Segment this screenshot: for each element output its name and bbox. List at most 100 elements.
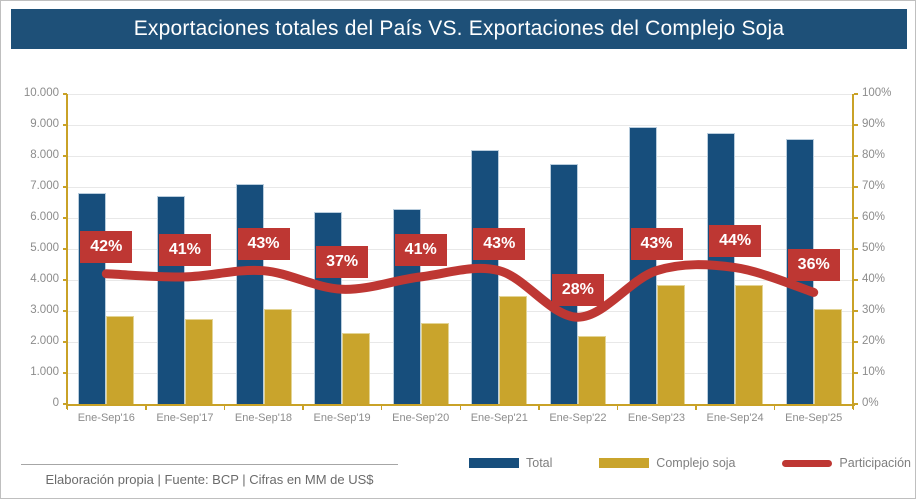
x-axis-tick xyxy=(852,404,855,410)
soja-bar xyxy=(813,309,842,404)
soja-bar xyxy=(499,295,528,404)
left-axis-tick xyxy=(63,372,67,374)
x-axis-label: Ene-Sep'19 xyxy=(313,412,371,424)
legend-label: Complejo soja xyxy=(656,456,736,470)
soja-bar xyxy=(106,315,135,404)
left-axis-tick-label: 0 xyxy=(52,397,59,409)
participation-data-label: 36% xyxy=(787,249,840,282)
x-axis-tick xyxy=(223,404,226,410)
right-axis-tick xyxy=(854,310,858,312)
left-axis-tick-label: 7.000 xyxy=(30,180,59,192)
x-axis-tick xyxy=(66,404,69,410)
left-axis-tick xyxy=(63,310,67,312)
right-axis-tick-label: 50% xyxy=(862,242,886,254)
x-axis-label: Ene-Sep'23 xyxy=(627,412,686,424)
participation-data-label: 42% xyxy=(80,230,133,263)
soja-bar xyxy=(420,323,449,404)
soja-bar xyxy=(735,284,764,404)
total-bar xyxy=(314,211,343,404)
right-axis-tick xyxy=(854,124,858,126)
total-bar xyxy=(235,183,264,404)
right-axis-tick-label: 100% xyxy=(862,87,892,99)
chart-title: Exportaciones totales del País VS. Expor… xyxy=(11,9,907,49)
left-axis-tick xyxy=(63,186,67,188)
right-axis-tick xyxy=(854,341,858,343)
left-axis-tick-label: 3.000 xyxy=(30,304,59,316)
legend-rect-swatch xyxy=(599,458,650,468)
chart-legend: Total Complejo soja Participación xyxy=(469,456,911,470)
gridline xyxy=(67,94,853,95)
gridline xyxy=(67,218,853,219)
right-axis-tick xyxy=(854,155,858,157)
participation-data-label: 37% xyxy=(316,246,369,279)
gridline xyxy=(67,125,853,126)
x-axis-tick xyxy=(380,404,383,410)
participation-data-label: 43% xyxy=(237,227,290,260)
x-axis-tick xyxy=(695,404,697,410)
participation-data-label: 41% xyxy=(158,233,211,266)
left-axis-tick xyxy=(63,403,67,405)
legend-item-total: Total xyxy=(469,456,552,470)
right-axis-tick-label: 80% xyxy=(862,149,886,161)
x-axis-tick xyxy=(538,404,540,410)
left-axis-tick-label: 2.000 xyxy=(30,335,59,347)
soja-bar xyxy=(577,335,606,404)
legend-item-complejo-soja: Complejo soja xyxy=(599,456,736,470)
right-axis-tick-label: 10% xyxy=(862,366,886,378)
left-axis-tick-label: 6.000 xyxy=(30,211,59,223)
participation-data-label: 44% xyxy=(709,224,762,257)
x-axis-tick xyxy=(459,404,462,410)
right-axis-tick xyxy=(854,279,858,281)
left-axis-tick xyxy=(63,124,67,126)
participation-data-label: 43% xyxy=(630,227,683,260)
total-bar xyxy=(707,132,736,404)
x-axis-label: Ene-Sep'21 xyxy=(470,412,528,424)
right-axis-tick xyxy=(854,186,858,188)
x-axis-tick xyxy=(145,404,147,410)
total-bar xyxy=(628,126,657,404)
right-axis-tick-label: 70% xyxy=(862,180,886,192)
left-axis-tick-label: 1.000 xyxy=(30,366,59,378)
right-axis-tick xyxy=(854,403,858,405)
right-axis-tick-label: 90% xyxy=(862,118,886,130)
x-axis-label: Ene-Sep'24 xyxy=(706,412,764,424)
left-axis-tick xyxy=(63,155,67,157)
left-axis-tick-label: 9.000 xyxy=(30,118,59,130)
right-axis-tick-label: 40% xyxy=(862,273,886,285)
total-bar xyxy=(156,196,185,404)
left-axis-tick xyxy=(63,279,67,281)
gridline xyxy=(67,187,853,188)
total-bar xyxy=(78,193,107,404)
left-axis-tick-label: 10.000 xyxy=(23,87,59,99)
legend-item-participaci-n: Participación xyxy=(782,456,911,470)
left-axis-line xyxy=(66,94,68,409)
legend-line-swatch xyxy=(782,459,833,467)
x-axis-tick xyxy=(616,404,619,410)
right-axis-tick-label: 30% xyxy=(862,304,886,316)
right-axis-tick xyxy=(854,372,858,374)
left-axis-tick-label: 8.000 xyxy=(30,149,59,161)
total-bar xyxy=(471,149,500,404)
x-axis-label: Ene-Sep'18 xyxy=(234,412,293,424)
gridline xyxy=(67,156,853,157)
gridline xyxy=(67,342,853,343)
soja-bar xyxy=(263,309,292,404)
x-axis-label: Ene-Sep'20 xyxy=(392,412,450,424)
x-axis-tick xyxy=(302,404,304,410)
right-axis-tick-label: 20% xyxy=(862,335,886,347)
participation-data-label: 28% xyxy=(551,274,604,307)
x-axis-label: Ene-Sep'17 xyxy=(156,412,214,424)
right-axis-tick xyxy=(854,93,858,95)
right-axis-tick xyxy=(854,217,858,219)
x-axis-label: Ene-Sep'25 xyxy=(785,412,843,424)
soja-bar xyxy=(656,284,685,404)
x-axis-label: Ene-Sep'16 xyxy=(77,412,135,424)
gridline xyxy=(67,280,853,281)
right-axis-tick xyxy=(854,248,858,250)
left-axis-tick xyxy=(63,248,67,250)
legend-rect-swatch xyxy=(469,458,519,468)
x-axis-tick xyxy=(773,404,776,410)
left-axis-tick xyxy=(63,341,67,343)
